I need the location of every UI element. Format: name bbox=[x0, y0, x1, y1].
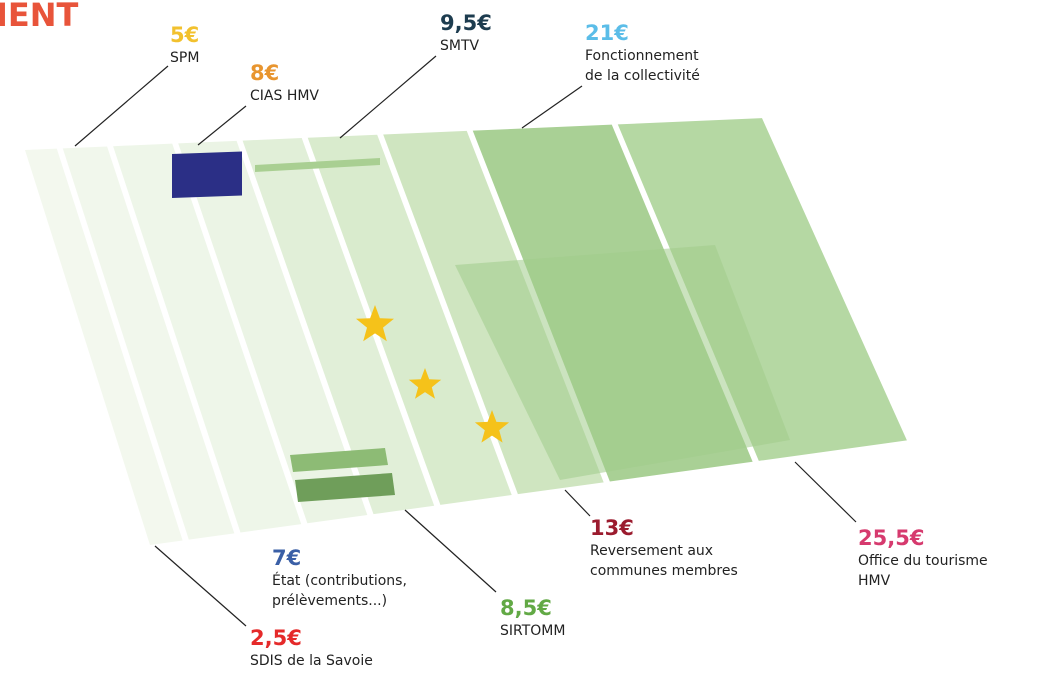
leader-line bbox=[339, 55, 437, 139]
amount: 7€ bbox=[272, 546, 301, 570]
label: SIRTOMM bbox=[500, 623, 565, 639]
amount: 2,5€ bbox=[250, 626, 302, 650]
leader-line bbox=[521, 85, 583, 129]
amount: 21€ bbox=[585, 21, 629, 45]
labels: 5€ SPM 8€ CIAS HMV 9,5€ SMTV 21€ Fonctionnement… bbox=[74, 11, 988, 669]
label: SPM bbox=[170, 50, 199, 66]
amount: 8€ bbox=[250, 61, 279, 85]
note-slice bbox=[62, 146, 235, 540]
star bbox=[474, 410, 510, 443]
title: IENT bbox=[0, 0, 79, 34]
stripe bbox=[295, 473, 395, 502]
note-slice bbox=[178, 140, 368, 524]
stripe bbox=[255, 158, 380, 172]
label: SDIS de la Savoie bbox=[250, 653, 373, 669]
amount: 9,5€ bbox=[440, 11, 492, 35]
blue-strip bbox=[172, 151, 242, 198]
leader-line bbox=[404, 509, 497, 593]
leader-line bbox=[564, 489, 591, 517]
note-slice bbox=[242, 138, 435, 515]
label: prélèvements...) bbox=[272, 593, 387, 609]
label: HMV bbox=[858, 573, 891, 589]
label: Office du tourisme bbox=[858, 553, 988, 569]
amount: 5€ bbox=[170, 23, 199, 47]
label: communes membres bbox=[590, 563, 738, 579]
note-slice bbox=[617, 118, 907, 461]
note-slice bbox=[25, 148, 183, 545]
banknote bbox=[25, 118, 907, 545]
star bbox=[356, 305, 394, 342]
leader-line bbox=[74, 65, 169, 147]
amount: 13€ bbox=[590, 516, 634, 540]
star bbox=[408, 368, 442, 399]
note-slice bbox=[113, 143, 302, 533]
amount: 8,5€ bbox=[500, 596, 552, 620]
label: de la collectivité bbox=[585, 68, 700, 84]
label: SMTV bbox=[440, 38, 480, 54]
label: Fonctionnement bbox=[585, 48, 699, 64]
leader-line bbox=[154, 545, 247, 627]
label: État (contributions, bbox=[272, 572, 407, 589]
stripe bbox=[290, 448, 388, 472]
amount: 25,5€ bbox=[858, 526, 924, 550]
label: CIAS HMV bbox=[250, 88, 319, 104]
note-slice bbox=[307, 134, 512, 505]
label: Reversement aux bbox=[590, 543, 713, 559]
window bbox=[455, 245, 790, 480]
leader-line bbox=[794, 461, 857, 523]
leader-line bbox=[197, 105, 247, 146]
